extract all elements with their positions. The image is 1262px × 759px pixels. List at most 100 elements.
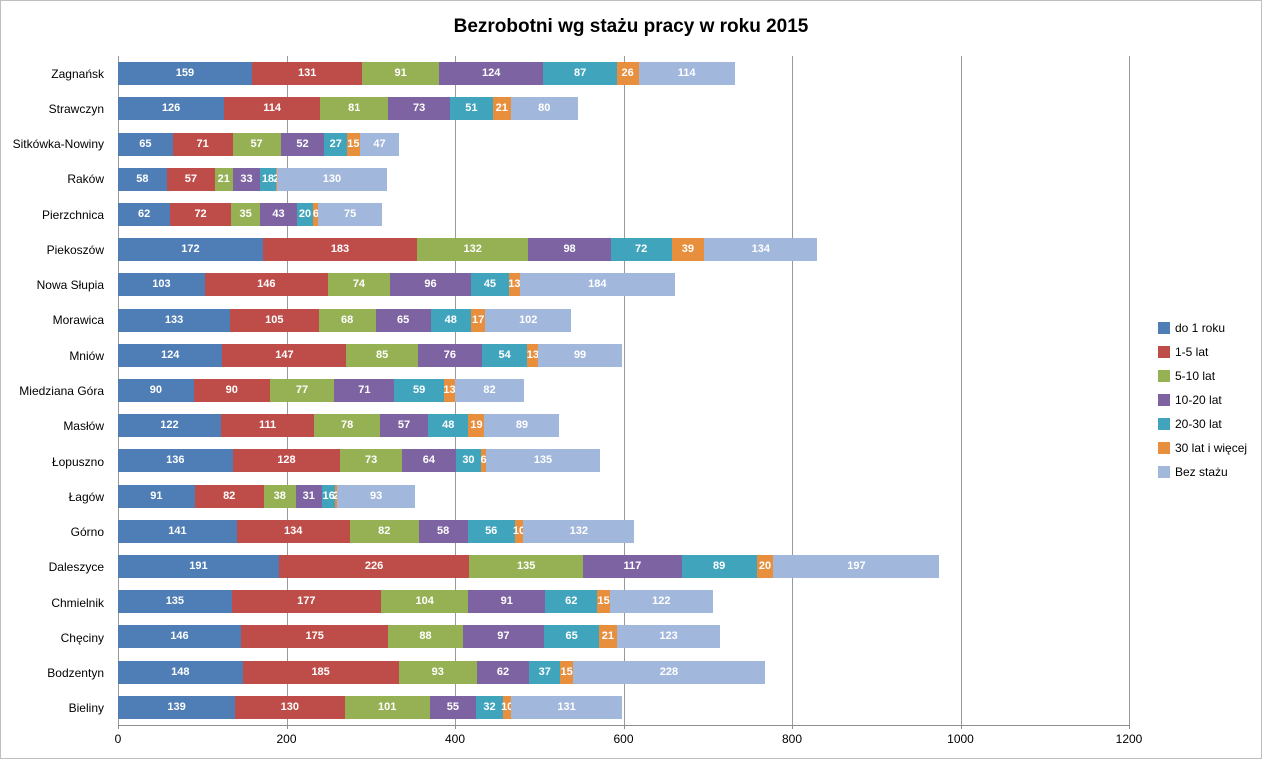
- bar-value-label: 135: [516, 560, 536, 573]
- bar-value-label: 135: [165, 595, 185, 608]
- bar-value-label: 101: [377, 700, 397, 713]
- stacked-bar: 191 226 135 117 89 20 197: [118, 555, 1129, 579]
- y-axis-label: Bodzentyn: [47, 666, 104, 681]
- bar-segment: 90: [193, 378, 270, 402]
- y-axis-label: Sitkówka-Nowiny: [12, 137, 104, 152]
- bar-value-label: 58: [437, 524, 450, 537]
- bar-segment: 172: [118, 238, 263, 262]
- bar-segment: 77: [269, 378, 335, 402]
- y-axis-label: Chmielnik: [51, 595, 104, 610]
- bar-segment: 33: [232, 167, 261, 191]
- x-axis-label: 200: [276, 732, 297, 746]
- x-axis: 0 200 400 600 800 1000 1200: [115, 732, 1143, 748]
- bar-value-label: 90: [149, 383, 163, 396]
- bar-value-label: 82: [223, 489, 236, 502]
- bar-value-label: 56: [485, 524, 498, 537]
- bar-value-label: 77: [295, 383, 309, 396]
- bar-value-label: 103: [152, 278, 171, 291]
- chart-title: Bezrobotni wg stażu pracy w roku 2015: [453, 16, 809, 37]
- y-axis: Zagnańsk Strawczyn Sitkówka-Nowiny Raków Pie…: [1, 56, 111, 726]
- bar-segment: 73: [388, 97, 450, 121]
- axis-tick: [455, 725, 456, 729]
- bar-segment: 134: [704, 238, 818, 262]
- bar-value-label: 226: [364, 560, 384, 573]
- bar-value-label: 26: [621, 67, 634, 80]
- bar-value-label: 20: [298, 207, 312, 220]
- bar-segment: 10: [501, 695, 513, 719]
- bar-value-label: 130: [280, 700, 300, 713]
- bar-segment: 15: [560, 660, 573, 684]
- bar-segment: 82: [454, 378, 525, 402]
- bar-value-label: 57: [184, 172, 197, 185]
- axis-tick: [286, 725, 288, 729]
- bar-segment: 226: [278, 555, 470, 579]
- legend-swatch: [1158, 442, 1170, 454]
- bar-value-label: 2: [333, 490, 339, 502]
- bar-segment: 20: [756, 555, 774, 579]
- y-axis-label: Pierzchnica: [41, 207, 104, 222]
- bar-segment: 65: [544, 625, 600, 649]
- bar-value-label: 111: [258, 419, 277, 432]
- bar-segment: 131: [511, 695, 622, 719]
- y-axis-label: Górno: [70, 525, 104, 540]
- bar-segment: 76: [417, 343, 482, 367]
- bar-segment: 19: [468, 414, 485, 438]
- bar-value-label: 89: [515, 419, 529, 432]
- bar-value-label: 124: [482, 67, 501, 80]
- bar-segment: 228: [572, 660, 765, 684]
- bar-value-label: 102: [519, 313, 538, 326]
- bar-segment: 27: [324, 132, 348, 156]
- bar-value-label: 72: [635, 243, 648, 256]
- bar-value-label: 105: [265, 313, 284, 326]
- bar-segment: 51: [449, 97, 493, 121]
- bar-value-label: 104: [415, 595, 434, 608]
- bar-value-label: 141: [168, 524, 187, 537]
- x-axis-label: 800: [781, 732, 803, 746]
- stacked-bar: 133 105 68 65 48 17 102: [118, 308, 1129, 332]
- y-axis-label: Masłów: [63, 419, 104, 434]
- bar-segment: 93: [398, 660, 477, 684]
- bar-segment: 47: [359, 132, 400, 156]
- bar-value-label: 132: [463, 243, 482, 256]
- bar-value-label: 177: [297, 595, 316, 608]
- legend-label: 10-20 lat: [1175, 393, 1222, 407]
- bar-segment: 21: [492, 97, 511, 121]
- bar-value-label: 10: [512, 524, 526, 537]
- axis-tick: [623, 725, 625, 729]
- bar-segment: 71: [334, 378, 395, 402]
- bar-value-label: 27: [329, 137, 342, 150]
- bar-segment: 56: [467, 519, 515, 543]
- bar-value-label: 68: [341, 313, 354, 326]
- bar-value-label: 64: [422, 454, 435, 467]
- bar-segment: 141: [118, 519, 237, 543]
- bar-value-label: 13: [526, 348, 540, 361]
- bar-segment: 55: [429, 695, 477, 719]
- bar-value-label: 148: [171, 665, 190, 678]
- bar-value-label: 57: [397, 419, 411, 432]
- stacked-bar: 62 72 35 43 20 6 75: [118, 202, 1129, 226]
- y-axis-label: Morawica: [52, 313, 104, 328]
- legend-item: 30 lat i więcej: [1158, 436, 1247, 460]
- legend-label: 20-30 lat: [1175, 417, 1222, 431]
- bar-segment: 15: [347, 132, 360, 156]
- bar-value-label: 78: [341, 419, 354, 432]
- y-axis-label: Zagnańsk: [51, 66, 104, 81]
- bar-row: 91 82 38 31 162 93: [118, 479, 1129, 514]
- bar-segment: 104: [380, 590, 469, 614]
- stacked-bar: 103 146 74 96 45 13 184: [118, 273, 1129, 297]
- bar-segment: 54: [481, 343, 528, 367]
- stacked-bar: 90 90 77 71 59 13 82: [118, 378, 1129, 402]
- bar-segment: 124: [118, 343, 223, 367]
- x-axis-label: 600: [613, 732, 634, 746]
- bar-segment: 146: [204, 273, 328, 297]
- bar-value-label: 21: [495, 102, 508, 115]
- y-axis-label: Bieliny: [68, 701, 104, 716]
- bar-segment: 72: [170, 202, 231, 226]
- stacked-bar: 135 177 104 91 62 15 122: [118, 590, 1129, 614]
- bar-value-label: 62: [137, 207, 151, 220]
- bar-segment: 30: [455, 449, 482, 473]
- bar-segment: 177: [231, 590, 381, 614]
- bar-value-label: 191: [189, 560, 208, 573]
- bar-segment: 136: [118, 449, 233, 473]
- bar-segment: 72: [610, 238, 672, 262]
